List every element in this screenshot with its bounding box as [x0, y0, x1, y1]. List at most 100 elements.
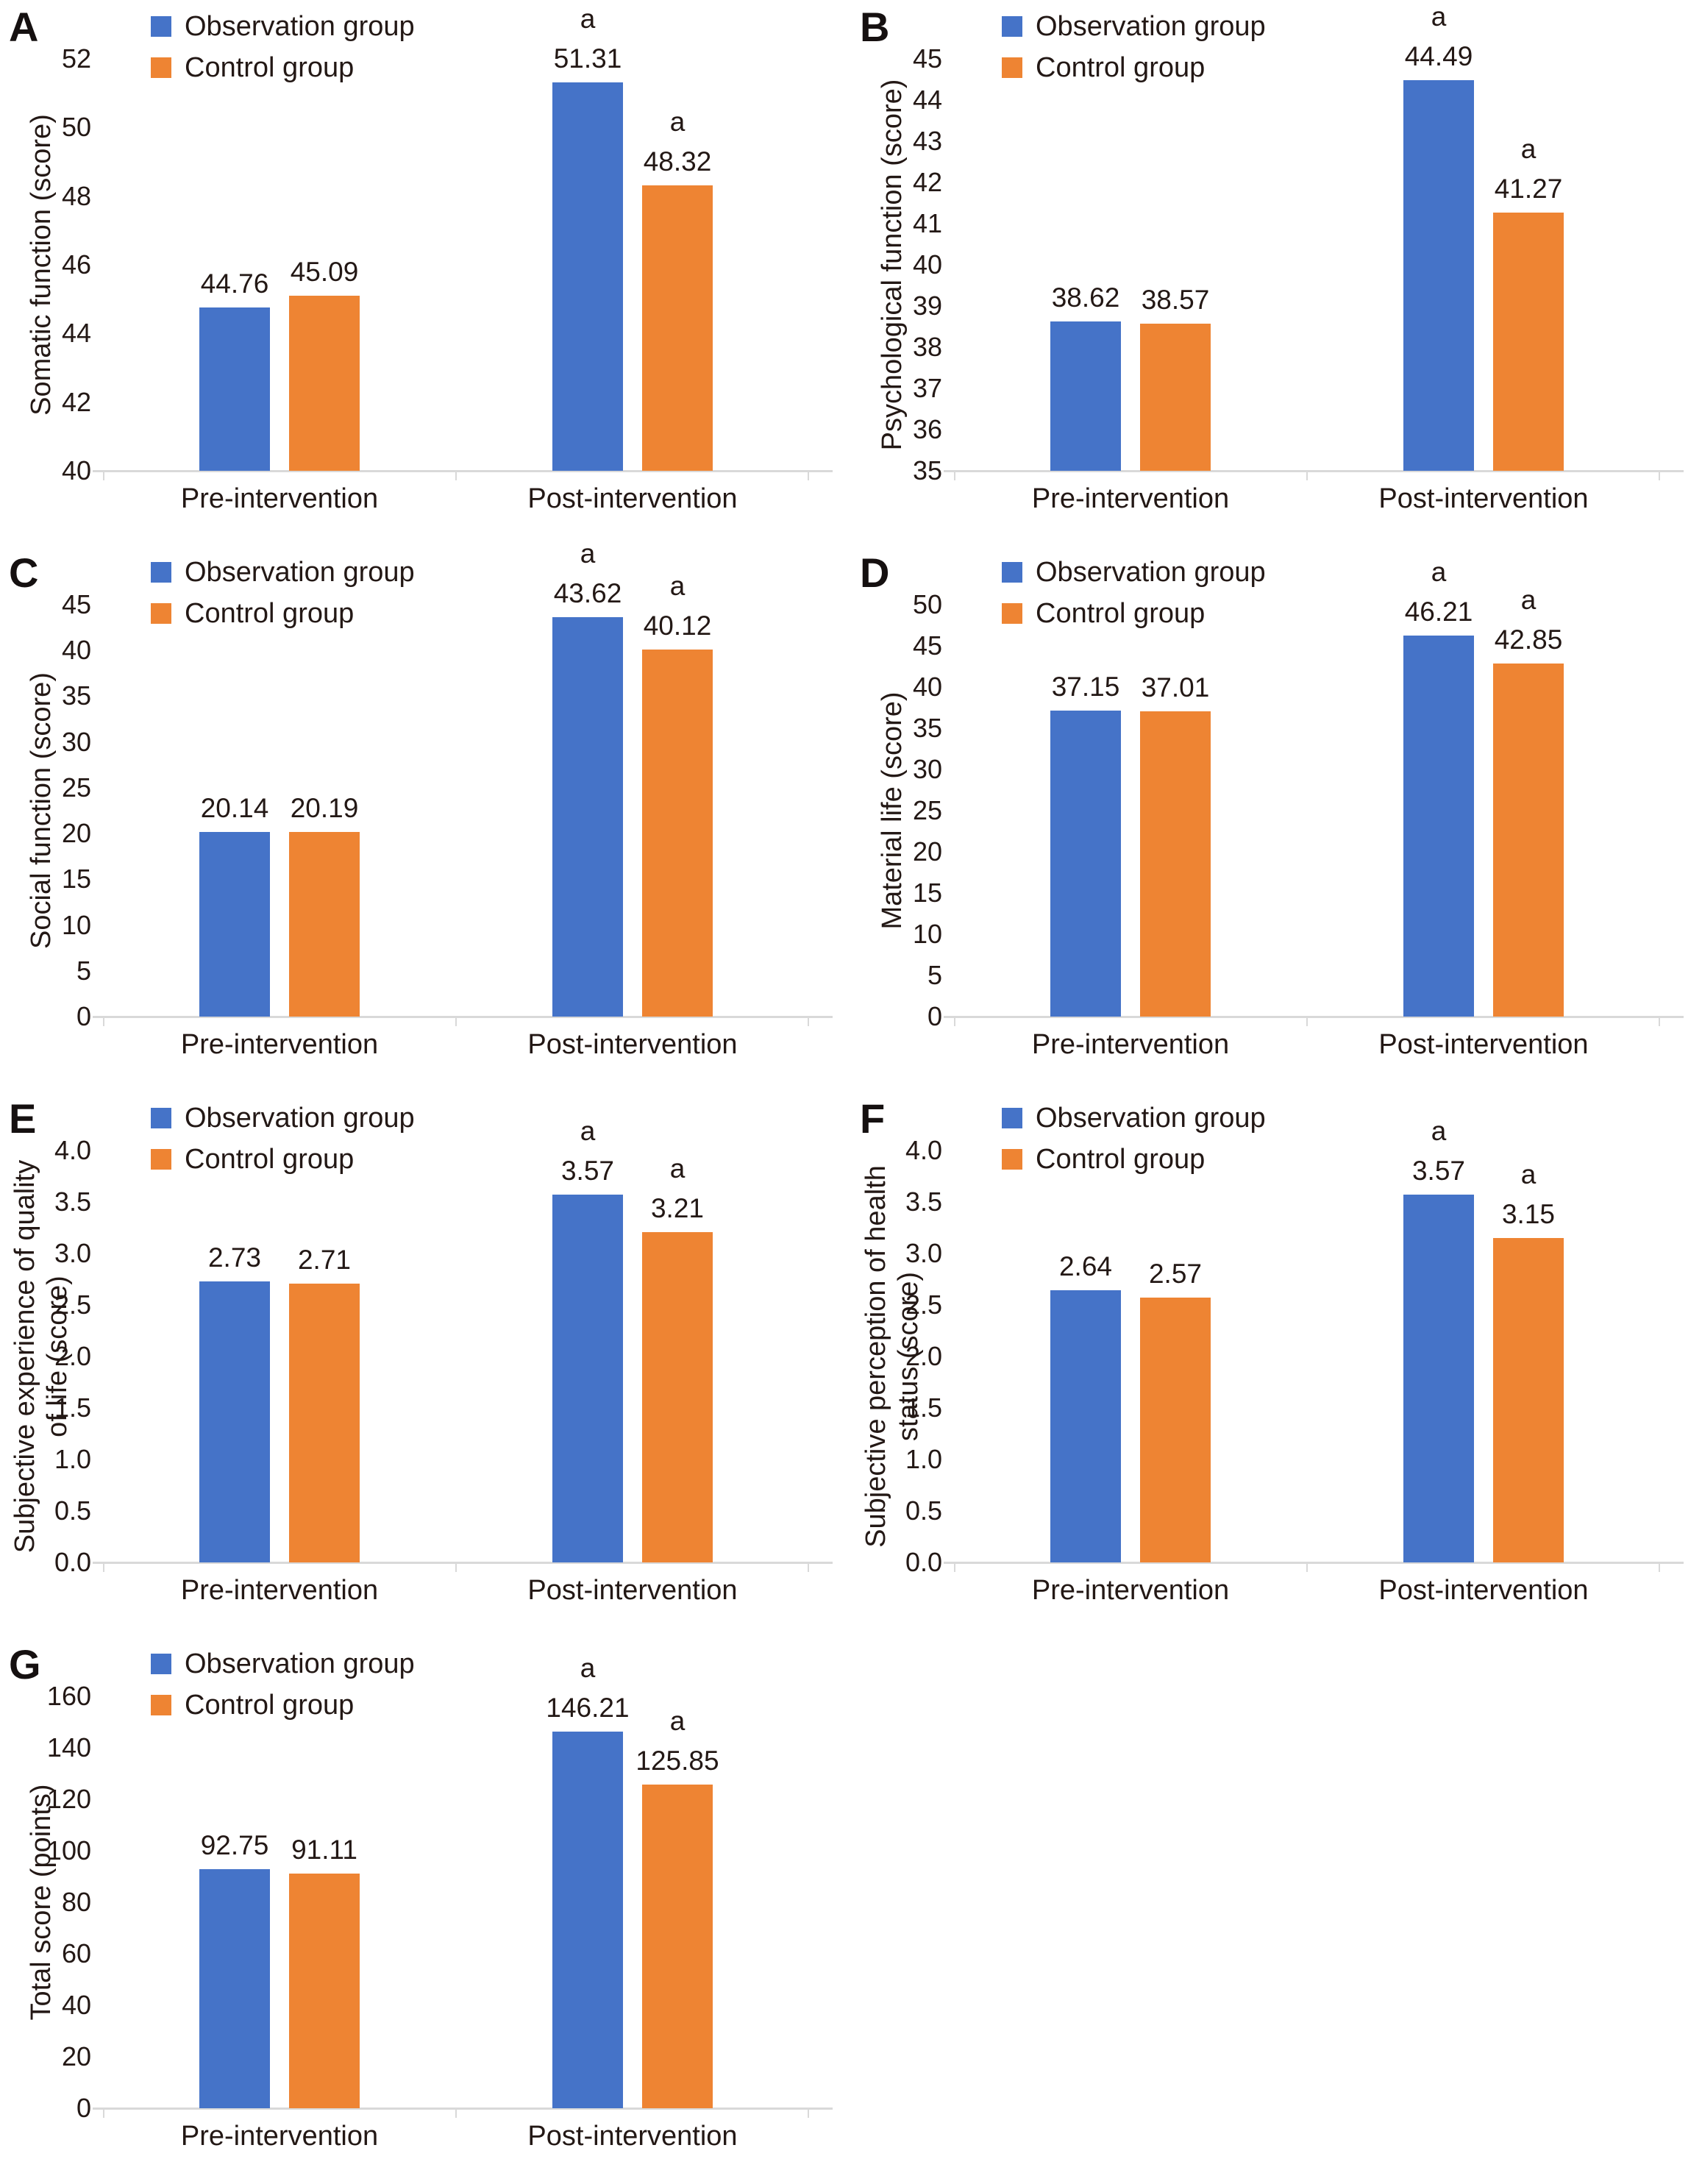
panel-letter: G: [9, 1641, 42, 1687]
y-tick-label: 20: [61, 2041, 91, 2071]
x-axis-tick-mark: [103, 471, 104, 480]
x-axis-category-label: Pre-intervention: [180, 1029, 379, 1060]
legend-label-control: Control group: [185, 598, 355, 629]
x-axis-line: [93, 2107, 833, 2110]
bar-value-label: 20.14: [200, 793, 269, 823]
chart-panel: A Observation group Control group Somati…: [0, 0, 851, 546]
x-axis-tick-mark: [1659, 1017, 1660, 1026]
y-tick-label: 0: [76, 1001, 91, 1031]
x-axis-category-label: Post-intervention: [527, 483, 738, 514]
y-tick-label: 40: [61, 455, 91, 485]
legend-swatch-control-icon: [1002, 57, 1022, 78]
x-axis-tick-mark: [808, 2108, 809, 2118]
y-tick-label: 0.0: [54, 1547, 91, 1577]
bar-observation: [199, 1281, 270, 1562]
bar-value-label: 146.21: [546, 1693, 630, 1723]
legend-swatch-observation-icon: [151, 1108, 171, 1128]
legend-swatch-observation-icon: [1002, 16, 1022, 37]
plot-area: 50 45 40 35 30 25 20 15 10 5 0 37.15 37.01 Pre-interv…: [913, 558, 1684, 1060]
bar-column: a 3.21: [642, 1154, 713, 1562]
bar-value-label: 42.85: [1494, 625, 1563, 655]
bar-value-label: 51.31: [553, 43, 622, 74]
bar-column: 2.57: [1140, 1259, 1211, 1562]
legend-label-observation: Observation group: [185, 11, 415, 42]
chart-panel: B Observation group Control group Psycho…: [851, 0, 1702, 546]
bar-value-label: 3.57: [560, 1156, 614, 1186]
legend: Observation group Control group: [1002, 10, 1266, 84]
bar-column: 45.09: [289, 257, 360, 471]
y-tick-label: 44: [61, 318, 91, 349]
legend-swatch-control-icon: [1002, 603, 1022, 624]
y-tick-label: 120: [46, 1784, 91, 1814]
bar-group: 20.14 20.19: [199, 794, 360, 1017]
chart-panel: C Observation group Control group Social…: [0, 539, 851, 1092]
x-axis-category-label: Pre-intervention: [180, 2121, 379, 2152]
bar-value-label: 37.15: [1051, 672, 1120, 702]
bar-column: 37.15: [1050, 672, 1121, 1017]
y-tick-label: 0: [76, 2093, 91, 2123]
y-tick-label: 41: [912, 208, 942, 238]
x-axis-category-label: Post-intervention: [527, 1029, 738, 1060]
legend-label-control: Control group: [1036, 1144, 1206, 1175]
y-tick-label: 52: [61, 43, 91, 74]
bar-group: a 3.57 a 3.21: [552, 1117, 713, 1562]
bar-value-label: 3.57: [1411, 1156, 1465, 1186]
y-tick-label: 60: [61, 1938, 91, 1968]
x-axis-category-label: Pre-intervention: [1031, 1575, 1230, 1606]
bar-control: [1140, 711, 1211, 1017]
bar-column: 37.01: [1140, 673, 1211, 1017]
x-axis-tick-mark: [103, 1562, 104, 1572]
bar-column: a 41.27: [1493, 135, 1564, 471]
bar-value-label: 20.19: [290, 793, 359, 823]
bar-value-label: 48.32: [643, 146, 712, 177]
bar-control: [1493, 213, 1564, 471]
legend-item-observation: Observation group: [151, 1102, 415, 1134]
legend-item-observation: Observation group: [1002, 1102, 1266, 1134]
significance-marker: a: [1520, 1159, 1537, 1189]
bar-group: a 43.62 a 40.12: [552, 539, 713, 1017]
bar-observation: [552, 82, 623, 471]
bar-column: 44.76: [199, 269, 270, 471]
legend-swatch-observation-icon: [1002, 562, 1022, 583]
bar-group: a 51.31 a 48.32: [552, 4, 713, 471]
bar-control: [289, 1874, 360, 2108]
bar-group: a 44.49 a 41.27: [1403, 2, 1564, 471]
y-tick-label: 2.0: [54, 1341, 91, 1371]
bar-observation: [552, 1195, 623, 1562]
bar-column: 38.57: [1140, 285, 1211, 471]
y-tick-label: 39: [912, 291, 942, 321]
x-axis-line: [93, 1016, 833, 1018]
x-axis-tick-mark: [455, 1017, 457, 1026]
bar-observation: [199, 1869, 270, 2108]
bar-group: a 3.57 a 3.15: [1403, 1117, 1564, 1562]
plot-area: 4.0 3.5 3.0 2.5 2.0 1.5 1.0 0.5 0.0 2.64 2.57 Pre-i…: [905, 1117, 1684, 1606]
x-axis-line: [93, 470, 833, 472]
y-tick-label: 46: [61, 249, 91, 280]
y-tick-label: 3.0: [54, 1238, 91, 1268]
bar-value-label: 44.49: [1404, 41, 1473, 71]
bar-control: [1140, 1298, 1211, 1562]
legend-item-observation: Observation group: [151, 10, 415, 43]
legend: Observation group Control group: [151, 1648, 415, 1721]
bar-value-label: 38.62: [1051, 282, 1120, 313]
bar-control: [1493, 664, 1564, 1017]
y-tick-label: 48: [61, 180, 91, 211]
bar-column: a 40.12: [642, 572, 713, 1017]
x-axis-tick-mark: [808, 1562, 809, 1572]
legend-label-observation: Observation group: [185, 1103, 415, 1134]
bar-control: [642, 1785, 713, 2108]
panel-letter: F: [860, 1095, 886, 1142]
y-tick-label: 38: [912, 332, 942, 362]
y-tick-label: 42: [61, 386, 91, 417]
plot-area: 45 40 35 30 25 20 15 10 5 0 20.14 20.19 Pre-interven…: [62, 539, 833, 1060]
y-tick-label: 0: [927, 1001, 942, 1031]
bar-column: a 146.21: [546, 1654, 630, 2108]
bar-group: a 146.21 a 125.85: [546, 1654, 719, 2108]
y-tick-label: 35: [912, 713, 942, 743]
bar-observation: [199, 832, 270, 1017]
y-tick-label: 1.0: [905, 1444, 942, 1474]
y-tick-label: 0.0: [905, 1547, 942, 1577]
x-axis-tick-mark: [1306, 1562, 1308, 1572]
significance-marker: a: [580, 1116, 596, 1146]
bar-observation: [1403, 80, 1474, 471]
